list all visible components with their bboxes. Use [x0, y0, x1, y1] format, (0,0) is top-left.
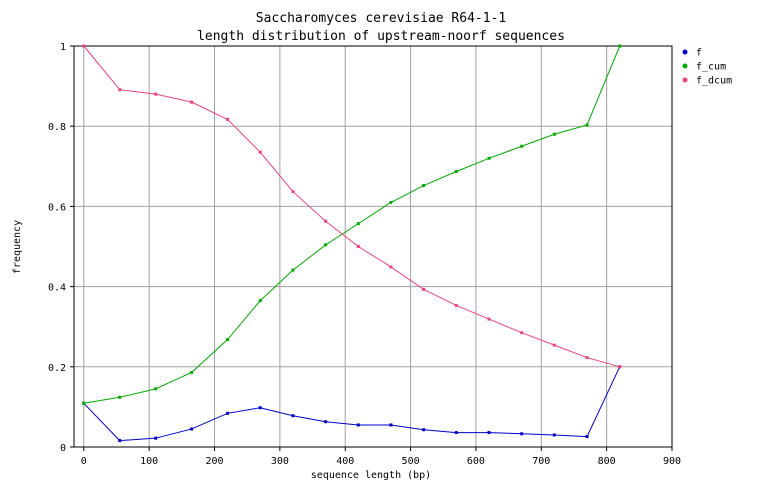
legend-item-f: f: [682, 48, 702, 59]
y-axis-label: frequency: [12, 220, 23, 274]
data-point: [324, 420, 328, 424]
data-point: [618, 365, 622, 369]
data-point: [291, 190, 295, 194]
series-line: [83, 45, 621, 404]
data-point: [226, 411, 230, 415]
x-axis-label: sequence length (bp): [311, 470, 431, 481]
legend-marker: [682, 63, 688, 69]
y-tick-label: 0.6: [48, 202, 66, 213]
x-tick-label: 0: [81, 456, 87, 467]
data-point: [454, 170, 458, 174]
data-point: [487, 317, 491, 321]
data-point: [356, 423, 360, 427]
data-point: [389, 265, 393, 269]
data-point: [552, 343, 556, 347]
x-tick-label: 800: [598, 456, 616, 467]
data-point: [454, 431, 458, 435]
legend-item-f-cum: f_cum: [682, 62, 726, 73]
data-point: [258, 406, 262, 410]
legend-label: f: [696, 48, 702, 59]
x-tick-label: 300: [271, 456, 289, 467]
data-point: [226, 338, 230, 342]
data-point: [454, 303, 458, 307]
data-point: [118, 88, 122, 92]
data-point: [585, 356, 589, 360]
data-point: [324, 219, 328, 223]
grid: [74, 45, 673, 448]
data-point: [520, 144, 524, 148]
y-tick-label: 0: [60, 443, 66, 454]
data-point: [82, 44, 86, 48]
x-tick-label: 600: [467, 456, 485, 467]
x-tick-label: 900: [663, 456, 681, 467]
data-point: [585, 435, 589, 439]
data-point: [190, 100, 194, 104]
data-point: [422, 428, 426, 432]
data-point: [552, 433, 556, 437]
data-point: [618, 44, 622, 48]
data-point: [190, 370, 194, 374]
data-point: [154, 436, 158, 440]
data-point: [82, 401, 86, 405]
data-point: [226, 117, 230, 121]
data-point: [291, 414, 295, 418]
x-tick-label: 400: [336, 456, 354, 467]
y-tick-label: 0.4: [48, 283, 66, 294]
chart-subtitle: length distribution of upstream-noorf se…: [197, 29, 565, 44]
data-point: [291, 268, 295, 272]
y-tick-label: 1: [60, 42, 66, 53]
data-point: [487, 156, 491, 160]
chart-title: Saccharomyces cerevisiae R64-1-1: [256, 11, 506, 26]
plot-frame: [73, 45, 673, 448]
x-tick-label: 500: [402, 456, 420, 467]
legend-label: f_dcum: [696, 76, 732, 87]
legend-label: f_cum: [696, 62, 726, 73]
data-point: [324, 243, 328, 247]
legend-marker: [682, 77, 688, 83]
x-tick-label: 100: [140, 456, 158, 467]
data-point: [356, 245, 360, 248]
legend-item-f-dcum: f_dcum: [682, 76, 732, 87]
legend: f f_cum f_dcum: [682, 48, 732, 87]
data-point: [552, 132, 556, 136]
data-point: [389, 423, 393, 427]
data-point: [520, 432, 524, 436]
data-point: [520, 331, 524, 335]
axis-ticks: 0 100 200 300 400 500 600 700 800 900 0 0.2 0.4 0.6 0.…: [48, 42, 681, 467]
series-f-dcum: [82, 44, 622, 369]
data-point: [422, 184, 426, 188]
x-tick-label: 200: [205, 456, 223, 467]
series-f: [82, 365, 622, 443]
data-point: [585, 123, 589, 127]
data-point: [258, 299, 262, 303]
data-point: [154, 387, 158, 391]
y-tick-label: 0.2: [48, 363, 66, 374]
series-f-cum: [82, 44, 622, 405]
data-point: [389, 200, 393, 204]
data-point: [258, 150, 262, 154]
series-line: [83, 366, 621, 442]
data-point: [190, 427, 194, 431]
data-point: [118, 395, 122, 399]
data-point: [487, 431, 491, 435]
data-point: [356, 222, 360, 226]
data-point: [154, 92, 158, 96]
data-point: [422, 287, 426, 291]
y-tick-label: 0.8: [48, 122, 66, 133]
x-tick-label: 700: [532, 456, 550, 467]
legend-marker: [682, 49, 688, 55]
data-point: [118, 439, 122, 443]
series-group: [82, 44, 622, 443]
